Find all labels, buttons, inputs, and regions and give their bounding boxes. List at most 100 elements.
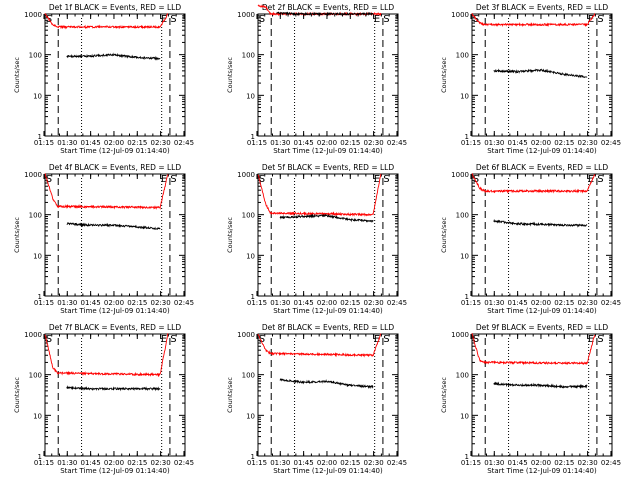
x-tick-label: 02:30	[364, 299, 384, 307]
lld-rate-line	[44, 13, 169, 30]
interval-marker: S	[473, 334, 479, 345]
interval-marker: S	[259, 174, 265, 185]
x-tick-label: 01:30	[484, 139, 504, 147]
panel-title: Det 5f BLACK = Events, RED = LLD	[262, 163, 395, 172]
interval-marker: E	[374, 334, 380, 345]
x-tick-label: 02:00	[104, 299, 124, 307]
y-tick-label: 10	[460, 412, 469, 420]
x-tick-label: 02:45	[387, 139, 407, 147]
x-tick-label: 01:30	[484, 459, 504, 467]
plot-frame	[44, 333, 186, 457]
y-axis-title: Counts/sec	[440, 377, 448, 413]
y-tick-label: 10	[33, 412, 42, 420]
x-axis-title: Start Time (12-Jul-09 01:14:40)	[273, 307, 383, 315]
x-tick-label: 01:30	[270, 299, 290, 307]
panel-det-9: Det 9f BLACK = Events, RED = LLD 1 10 100 10…	[440, 323, 621, 475]
x-tick-label: 01:30	[270, 139, 290, 147]
y-axis-title: Counts/sec	[226, 217, 234, 253]
x-tick-label: 02:45	[601, 299, 621, 307]
events-rate-line	[493, 381, 588, 389]
x-tick-label: 02:00	[104, 139, 124, 147]
x-tick-label: 02:30	[578, 139, 598, 147]
x-tick-label: 02:45	[387, 299, 407, 307]
interval-marker: S	[383, 174, 389, 185]
x-tick-label: 01:45	[294, 459, 314, 467]
y-tick-label: 1	[251, 293, 255, 301]
x-tick-label: 01:30	[57, 459, 77, 467]
y-tick-label: 100	[456, 212, 469, 220]
interval-marker: S	[46, 174, 52, 185]
x-axis-title: Start Time (12-Jul-09 01:14:40)	[487, 307, 597, 315]
x-tick-label: 01:45	[508, 459, 528, 467]
y-tick-label: 100	[242, 372, 255, 380]
panel-det-5: Det 5f BLACK = Events, RED = LLD 1 10 100 10…	[226, 163, 407, 315]
x-tick-label: 02:15	[340, 299, 360, 307]
interval-marker: S	[170, 174, 176, 185]
y-tick-label: 10	[460, 252, 469, 260]
x-tick-label: 01:15	[461, 139, 481, 147]
y-tick-label: 1000	[451, 171, 469, 179]
x-tick-label: 02:00	[531, 139, 551, 147]
plot-frame	[257, 13, 399, 137]
x-tick-label: 01:15	[247, 139, 267, 147]
y-tick-label: 1	[465, 293, 469, 301]
plot-frame	[471, 173, 613, 297]
x-axis-title: Start Time (12-Jul-09 01:14:40)	[60, 147, 170, 155]
events-rate-line	[279, 213, 374, 223]
panel-title: Det 4f BLACK = Events, RED = LLD	[49, 163, 182, 172]
x-tick-label: 02:45	[387, 459, 407, 467]
plot-frame	[44, 13, 186, 137]
x-tick-label: 02:30	[578, 299, 598, 307]
panel-title: Det 9f BLACK = Events, RED = LLD	[476, 323, 609, 332]
x-axis-title: Start Time (12-Jul-09 01:14:40)	[487, 147, 597, 155]
x-tick-label: 02:00	[317, 299, 337, 307]
interval-marker: S	[597, 174, 603, 185]
x-axis-title: Start Time (12-Jul-09 01:14:40)	[60, 307, 170, 315]
y-tick-label: 1	[38, 133, 42, 141]
events-rate-line	[493, 218, 588, 228]
events-rate-line	[276, 11, 374, 17]
interval-marker: S	[46, 334, 52, 345]
interval-marker: S	[383, 14, 389, 25]
x-tick-label: 02:30	[151, 139, 171, 147]
interval-marker: E	[374, 14, 380, 25]
y-tick-label: 10	[246, 412, 255, 420]
x-tick-label: 02:45	[174, 139, 194, 147]
x-tick-label: 02:15	[554, 139, 574, 147]
x-tick-label: 01:15	[34, 299, 54, 307]
panel-det-8: Det 8f BLACK = Events, RED = LLD 1 10 100 10…	[226, 323, 407, 475]
x-tick-label: 01:45	[508, 139, 528, 147]
y-tick-label: 1000	[451, 11, 469, 19]
x-tick-label: 02:30	[364, 139, 384, 147]
x-tick-label: 02:15	[340, 139, 360, 147]
x-axis-title: Start Time (12-Jul-09 01:14:40)	[60, 467, 170, 475]
interval-marker: E	[161, 334, 167, 345]
y-tick-label: 1	[38, 293, 42, 301]
lld-rate-line	[471, 333, 596, 366]
x-tick-label: 01:45	[508, 299, 528, 307]
lld-rate-line	[257, 173, 382, 217]
interval-marker: E	[161, 174, 167, 185]
interval-marker: E	[374, 174, 380, 185]
x-tick-label: 01:15	[461, 299, 481, 307]
interval-marker: S	[383, 334, 389, 345]
interval-marker: S	[259, 334, 265, 345]
events-rate-line	[66, 385, 161, 392]
x-tick-label: 01:15	[461, 459, 481, 467]
y-tick-label: 100	[29, 372, 42, 380]
y-axis-title: Counts/sec	[226, 57, 234, 93]
panel-title: Det 3f BLACK = Events, RED = LLD	[476, 3, 609, 12]
x-tick-label: 02:45	[174, 299, 194, 307]
x-tick-label: 01:45	[294, 139, 314, 147]
events-rate-line	[279, 378, 374, 390]
interval-marker: S	[473, 174, 479, 185]
y-tick-label: 100	[29, 52, 42, 60]
lld-rate-line	[471, 172, 596, 194]
lld-rate-line	[44, 173, 169, 210]
x-tick-label: 01:45	[294, 299, 314, 307]
x-tick-label: 01:15	[34, 139, 54, 147]
x-axis-title: Start Time (12-Jul-09 01:14:40)	[273, 147, 383, 155]
lld-rate-line	[471, 12, 596, 28]
plot-frame	[471, 333, 613, 457]
y-tick-label: 100	[456, 52, 469, 60]
